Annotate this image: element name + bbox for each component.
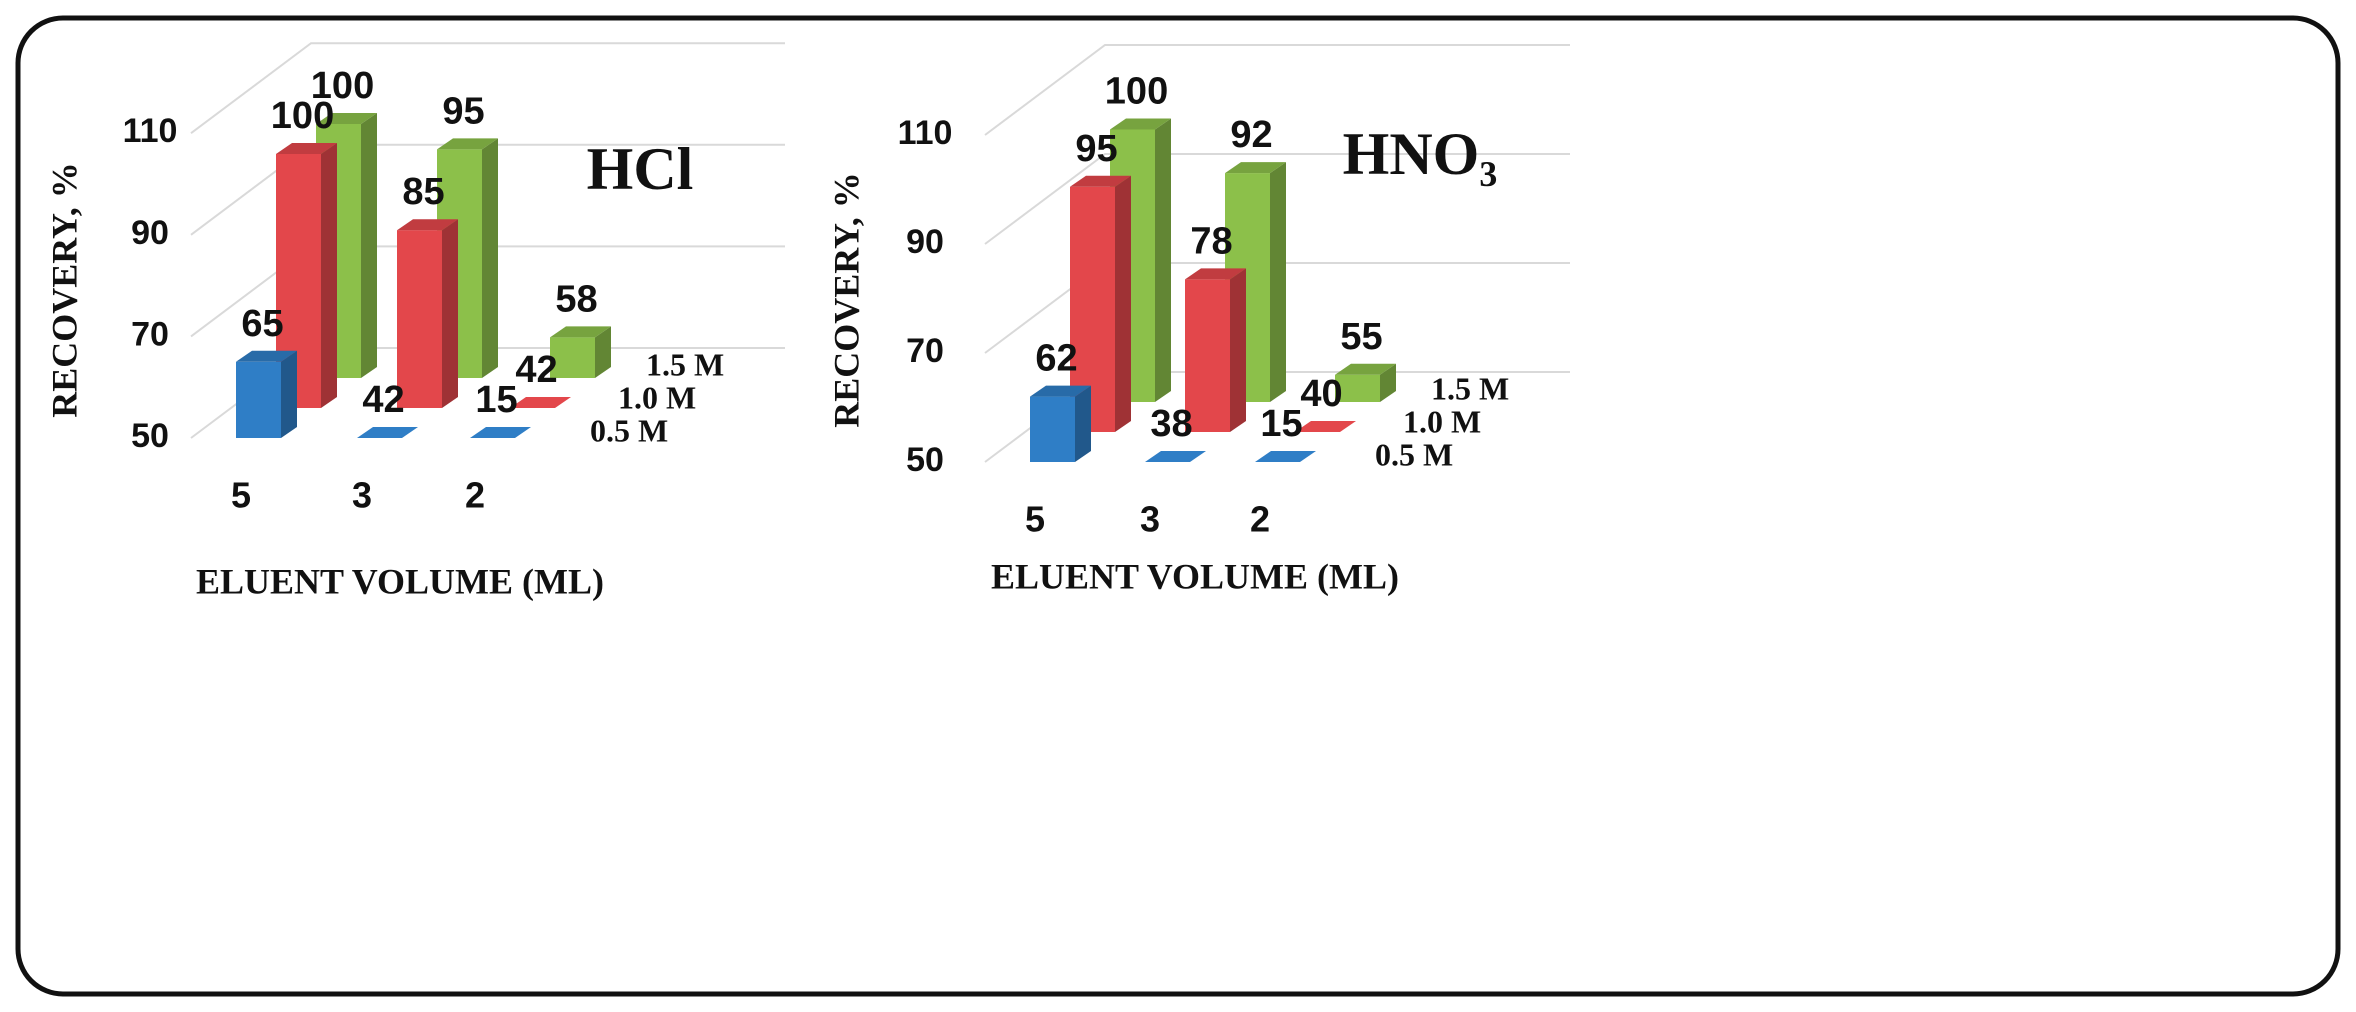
bar-top xyxy=(316,113,377,124)
bar-side xyxy=(281,350,297,438)
bar xyxy=(1295,421,1356,432)
bar xyxy=(357,427,418,438)
bar-top xyxy=(437,138,498,150)
bar-top xyxy=(397,219,458,231)
y-tick-label: 70 xyxy=(906,332,944,370)
y-tick-label: 90 xyxy=(906,223,944,261)
y-tick-label: 50 xyxy=(131,417,169,455)
value-label: 15 xyxy=(475,379,517,421)
grid-line xyxy=(190,42,785,134)
bar-top xyxy=(1225,162,1286,174)
value-label: 78 xyxy=(1190,220,1232,262)
bar xyxy=(397,230,442,408)
y-tick-label: 70 xyxy=(131,315,169,353)
bar-side xyxy=(1115,175,1131,432)
bar-top xyxy=(276,143,337,154)
value-label: 62 xyxy=(1035,338,1077,380)
y-tick-label: 110 xyxy=(898,114,953,152)
legend-label: 0.5 M xyxy=(1375,436,1453,472)
bar xyxy=(1030,396,1075,462)
bar xyxy=(1335,374,1380,402)
bar xyxy=(1185,279,1230,432)
legend-label: 1.5 M xyxy=(646,346,724,382)
x-tick-label: 2 xyxy=(1250,499,1270,540)
chart-title: HCl xyxy=(587,136,694,202)
value-label: 40 xyxy=(1300,373,1342,415)
bar-top xyxy=(1110,118,1171,130)
bar-side xyxy=(482,138,498,378)
y-axis-label: RECOVERY, % xyxy=(826,172,866,427)
value-label: 85 xyxy=(402,171,444,213)
value-label: 92 xyxy=(1230,114,1272,156)
value-label: 65 xyxy=(241,303,283,345)
x-axis-label: ELUENT VOLUME (ML) xyxy=(991,556,1399,596)
bar-side xyxy=(1075,385,1091,462)
bar-side xyxy=(595,326,611,378)
value-label: 42 xyxy=(362,379,404,421)
bar xyxy=(1145,451,1206,462)
bar xyxy=(470,427,531,438)
bar xyxy=(510,397,571,408)
x-tick-label: 3 xyxy=(1140,499,1160,540)
bar-top xyxy=(1030,385,1091,397)
bar xyxy=(1255,451,1316,462)
legend-label: 1.0 M xyxy=(618,379,696,415)
value-label: 100 xyxy=(311,65,374,107)
value-label: 58 xyxy=(555,278,597,320)
x-tick-label: 5 xyxy=(231,475,251,516)
legend-label: 0.5 M xyxy=(590,412,668,448)
frame xyxy=(15,15,2341,997)
y-tick-label: 50 xyxy=(906,441,944,479)
bar-side xyxy=(1155,118,1171,402)
value-label: 95 xyxy=(1075,128,1117,170)
value-label: 100 xyxy=(271,95,334,137)
x-tick-label: 2 xyxy=(465,475,485,516)
x-axis-label: ELUENT VOLUME (ML) xyxy=(196,561,604,601)
bar-side xyxy=(1230,268,1246,432)
y-tick-label: 110 xyxy=(123,112,178,150)
legend-label: 1.0 M xyxy=(1403,403,1481,439)
grid-line xyxy=(984,153,1570,245)
value-label: 38 xyxy=(1150,403,1192,445)
chart-title: HNO₃ xyxy=(1343,121,1498,187)
bar xyxy=(550,337,595,378)
x-tick-label: 3 xyxy=(352,475,372,516)
bar-side xyxy=(1270,162,1286,402)
value-label: 42 xyxy=(515,349,557,391)
bar-top xyxy=(1185,268,1246,280)
bar-top xyxy=(1070,175,1131,187)
value-label: 100 xyxy=(1105,71,1168,113)
grid-line xyxy=(984,44,1570,136)
y-axis-label: RECOVERY, % xyxy=(44,162,84,417)
bar-side xyxy=(361,113,377,378)
value-label: 55 xyxy=(1340,316,1382,358)
legend-label: 1.5 M xyxy=(1431,370,1509,406)
value-label: 15 xyxy=(1260,403,1302,445)
value-label: 95 xyxy=(442,90,484,132)
bar-top xyxy=(550,326,611,338)
bar xyxy=(236,361,281,438)
x-tick-label: 5 xyxy=(1025,499,1045,540)
bar-top xyxy=(236,350,297,362)
bar-top xyxy=(1335,363,1396,375)
bar-side xyxy=(321,143,337,408)
bar-side xyxy=(442,219,458,408)
y-tick-label: 90 xyxy=(131,214,169,252)
bar-side xyxy=(1380,363,1396,402)
